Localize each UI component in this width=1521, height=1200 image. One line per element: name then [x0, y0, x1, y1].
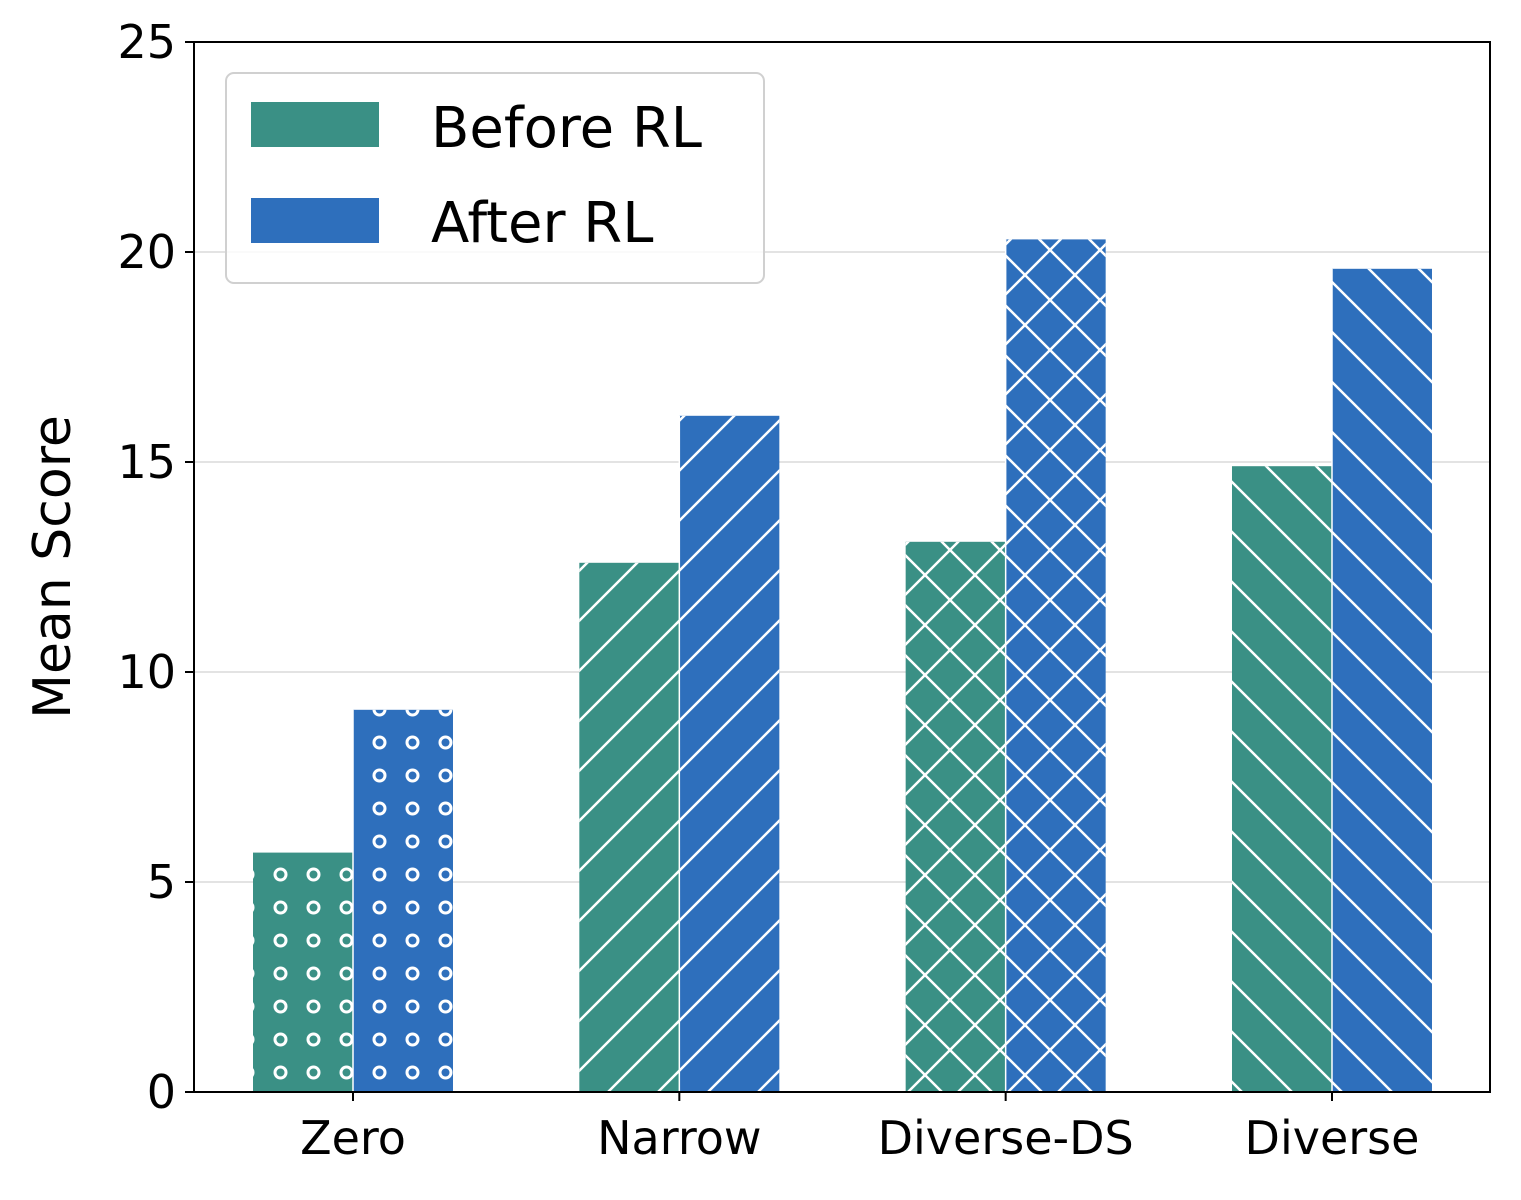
bars	[253, 239, 1432, 1092]
plot-frame	[193, 41, 1491, 1093]
y-tick-label-10: 10	[117, 645, 176, 699]
bar-hatch-before-rl-zero	[253, 852, 353, 1092]
y-tick-label-5: 5	[147, 855, 176, 909]
x-tick-label-zero: Zero	[300, 1111, 406, 1165]
x-axis-ticks: Zero Narrow Diverse-DS Diverse	[300, 1092, 1419, 1165]
bar-hatch-before-rl-narrow	[579, 562, 680, 1092]
legend-swatch-before-rl	[251, 102, 379, 147]
legend-label-after-rl: After RL	[431, 191, 653, 256]
bar-hatch-after-rl-narrow	[679, 415, 780, 1092]
bar-hatch-after-rl-diverse	[1331, 268, 1432, 1092]
y-tick-label-20: 20	[117, 225, 176, 279]
y-axis-label: Mean Score	[23, 415, 83, 719]
legend-label-before-rl: Before RL	[431, 96, 702, 161]
x-tick-label-diverse: Diverse	[1245, 1111, 1420, 1165]
bar-hatch-after-rl-diverse-ds	[1005, 239, 1106, 1092]
y-axis-ticks: 0 5 10 15 20 25	[117, 15, 194, 1119]
y-tick-label-0: 0	[147, 1065, 176, 1119]
y-tick-label-25: 25	[117, 15, 176, 69]
bar-hatch-before-rl-diverse	[1231, 466, 1332, 1092]
x-tick-label-diverse-ds: Diverse-DS	[878, 1111, 1134, 1165]
x-tick-label-narrow: Narrow	[597, 1111, 761, 1165]
legend: Before RL After RL	[225, 72, 765, 284]
bar-hatch-after-rl-zero	[353, 709, 453, 1092]
bar-hatch-before-rl-diverse-ds	[905, 541, 1006, 1092]
y-tick-label-15: 15	[117, 435, 176, 489]
legend-swatch-after-rl	[251, 198, 379, 243]
